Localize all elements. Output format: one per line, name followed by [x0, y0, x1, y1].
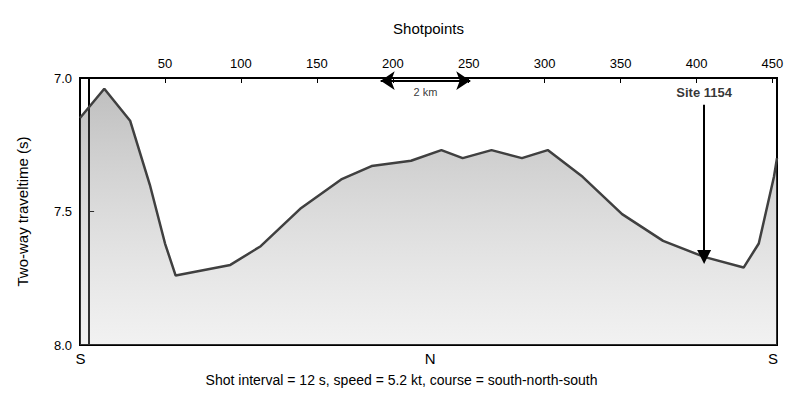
svg-text:250: 250: [458, 56, 480, 71]
svg-text:7.0: 7.0: [54, 71, 72, 86]
svg-text:Shot interval = 12 s, speed =: Shot interval = 12 s, speed = 5.2 kt, co…: [206, 372, 598, 388]
svg-text:7.5: 7.5: [54, 204, 72, 219]
svg-text:50: 50: [158, 56, 172, 71]
svg-text:2 km: 2 km: [414, 86, 438, 98]
svg-text:150: 150: [306, 56, 328, 71]
svg-text:Shotpoints: Shotpoints: [393, 20, 464, 37]
svg-text:100: 100: [230, 56, 252, 71]
svg-text:400: 400: [686, 56, 708, 71]
svg-text:Site 1154: Site 1154: [676, 85, 732, 100]
svg-text:8.0: 8.0: [54, 338, 72, 353]
svg-text:S: S: [768, 350, 778, 367]
svg-text:200: 200: [382, 56, 404, 71]
svg-text:S: S: [76, 350, 86, 367]
svg-text:450: 450: [762, 56, 784, 71]
svg-text:300: 300: [534, 56, 556, 71]
svg-text:N: N: [425, 350, 436, 367]
svg-text:350: 350: [610, 56, 632, 71]
svg-text:Two-way traveltime (s): Two-way traveltime (s): [14, 136, 31, 286]
